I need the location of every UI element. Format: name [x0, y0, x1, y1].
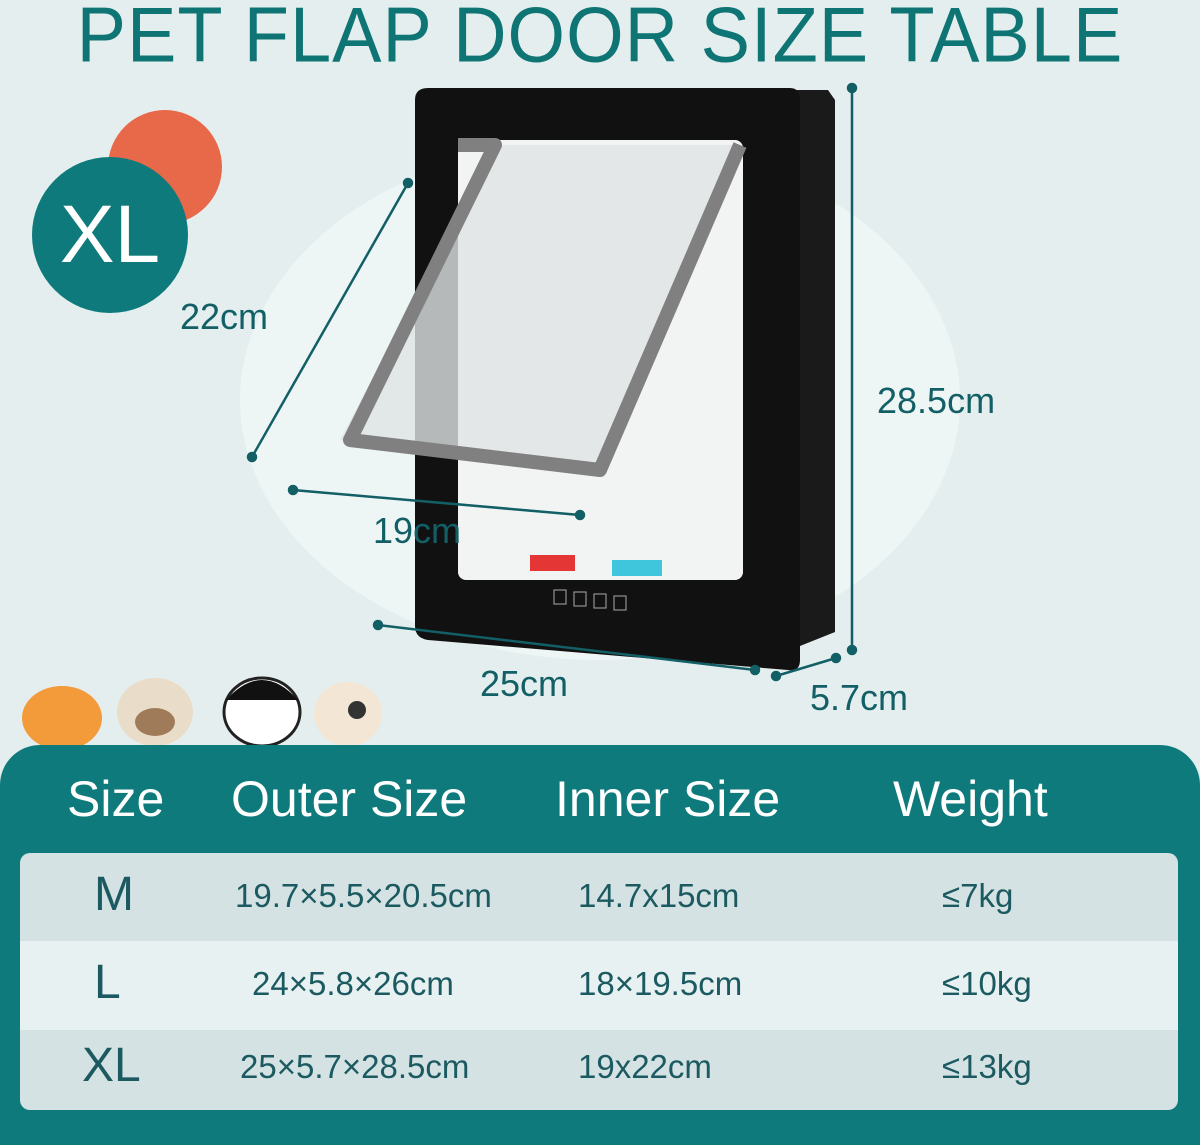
header-weight: Weight: [893, 771, 1048, 827]
badge-circle: [32, 157, 188, 313]
cell-outer: 24×5.8×26cm: [252, 965, 454, 1002]
pet-faces: [22, 676, 382, 745]
height-label: 28.5cm: [877, 380, 996, 421]
cell-outer: 25×5.7×28.5cm: [240, 1048, 470, 1085]
table-row: L 24×5.8×26cm 18×19.5cm ≤10kg: [20, 941, 1178, 1030]
header-size: Size: [67, 771, 165, 827]
door-back-plate: [790, 90, 835, 650]
cell-weight: ≤10kg: [942, 965, 1032, 1002]
size-table: M 19.7×5.5×20.5cm 14.7x15cm ≤7kg L 24×5.…: [20, 853, 1178, 1110]
table-row: M 19.7×5.5×20.5cm 14.7x15cm ≤7kg: [20, 853, 1178, 941]
cell-inner: 14.7x15cm: [578, 877, 740, 914]
width-label: 25cm: [480, 663, 569, 704]
header-inner-size: Inner Size: [555, 771, 781, 827]
table-row: XL 25×5.7×28.5cm 19x22cm ≤13kg: [20, 1030, 1178, 1110]
cell-weight: ≤13kg: [942, 1048, 1032, 1085]
dimension-lines: [246, 82, 858, 682]
cell-outer: 19.7×5.5×20.5cm: [235, 877, 492, 914]
depth-label: 5.7cm: [810, 677, 909, 718]
product-illustration: [22, 82, 858, 745]
cell-inner: 19x22cm: [578, 1048, 712, 1085]
cell-inner: 18×19.5cm: [578, 965, 743, 1002]
flap-width-label: 19cm: [373, 510, 462, 551]
cell-size: XL: [82, 1039, 141, 1092]
cell-size: L: [94, 956, 121, 1009]
pet-door: [340, 88, 800, 671]
header-outer-size: Outer Size: [231, 771, 468, 827]
cell-size: M: [94, 868, 134, 921]
page-title: PET FLAP DOOR SIZE TABLE: [76, 0, 1124, 79]
flap-height-label: 22cm: [180, 296, 269, 337]
size-badge: XL: [59, 189, 161, 280]
cell-weight: ≤7kg: [942, 877, 1014, 914]
